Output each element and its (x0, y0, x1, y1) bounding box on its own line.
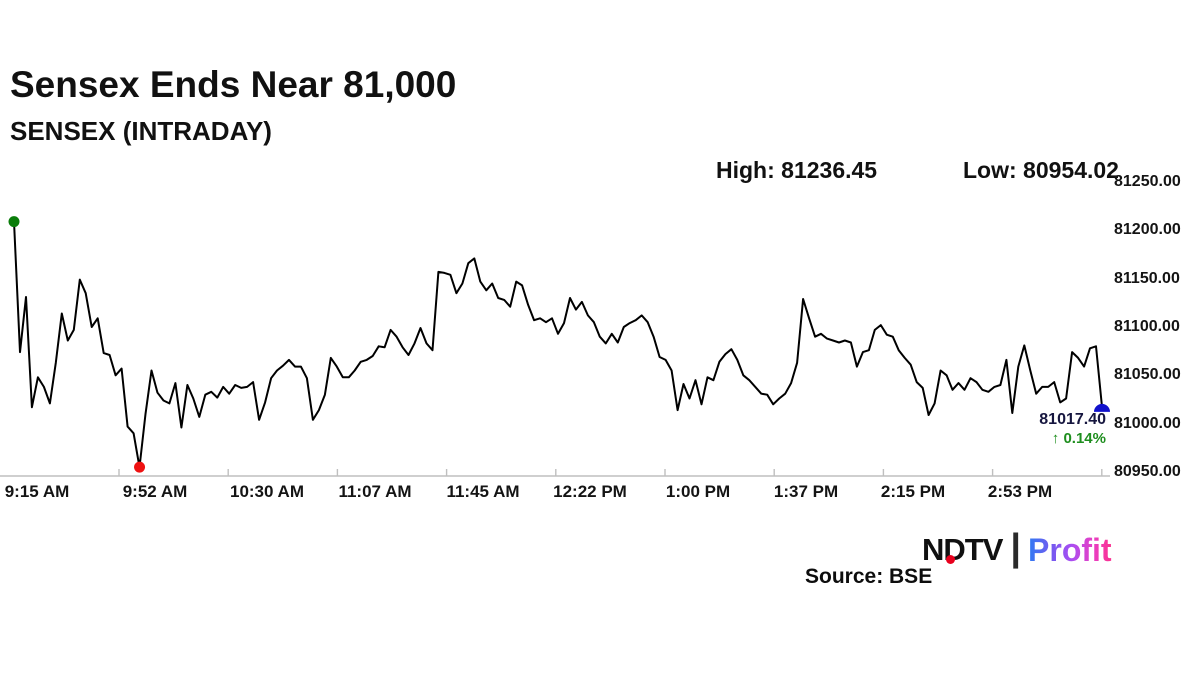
x-axis-label: 1:00 PM (665, 482, 731, 501)
ndtv-profit-logo: NDTV | Profit (922, 526, 1115, 571)
y-axis-label: 81000.00 (1114, 414, 1181, 432)
high-low-row: High: 81236.45 Low: 80954.02 (0, 157, 1200, 187)
y-axis-label: 81050.00 (1114, 366, 1181, 384)
x-axis-label: 2:53 PM (987, 482, 1053, 501)
x-axis-label: 2:15 PM (880, 482, 946, 501)
high-value: 81236.45 (781, 157, 878, 183)
ndtv-red-dot-icon (946, 555, 955, 564)
low-stat: Low: 80954.02 (963, 157, 1119, 184)
y-axis-label: 81250.00 (1114, 173, 1181, 190)
logo-separator: | (1010, 526, 1022, 569)
last-price-marker (1094, 403, 1110, 412)
ndtv-wordmark: NDTV (922, 532, 1003, 567)
x-axis-label: 12:22 PM (553, 482, 627, 501)
change-percent: 0.14% (1063, 429, 1106, 447)
chart-subtitle: SENSEX (INTRADAY) (10, 116, 272, 146)
x-axis-label: 11:07 AM (338, 482, 412, 501)
low-marker (134, 461, 146, 473)
last-price-value: 81017.40 (1039, 411, 1106, 428)
open-marker (8, 216, 20, 228)
x-axis-label: 10:30 AM (229, 482, 304, 501)
low-label: Low: (963, 157, 1017, 183)
high-label: High: (716, 157, 775, 183)
x-axis-label: 9:15 AM (4, 482, 70, 501)
x-axis-label: 11:45 AM (446, 482, 520, 501)
low-value: 80954.02 (1023, 157, 1119, 183)
page-title: Sensex Ends Near 81,000 (10, 64, 457, 105)
up-arrow-icon: ↑ (1051, 429, 1060, 447)
profit-wordmark: Profit (1028, 532, 1115, 569)
y-axis-label: 81200.00 (1114, 221, 1181, 239)
high-stat: High: 81236.45 (716, 157, 877, 184)
x-axis-label: 9:52 AM (122, 482, 188, 501)
last-price-change: ↑ 0.14% (1026, 429, 1106, 447)
last-price-callout: 81017.40 ↑ 0.14% (1026, 411, 1106, 447)
y-axis-label: 80950.00 (1114, 463, 1181, 480)
source-credit: Source: BSE (805, 565, 933, 588)
y-axis-label: 81150.00 (1114, 269, 1180, 287)
sensex-price-line (13, 220, 1103, 469)
y-axis-label: 81100.00 (1114, 318, 1180, 335)
x-axis-label: 1:37 PM (773, 482, 839, 501)
